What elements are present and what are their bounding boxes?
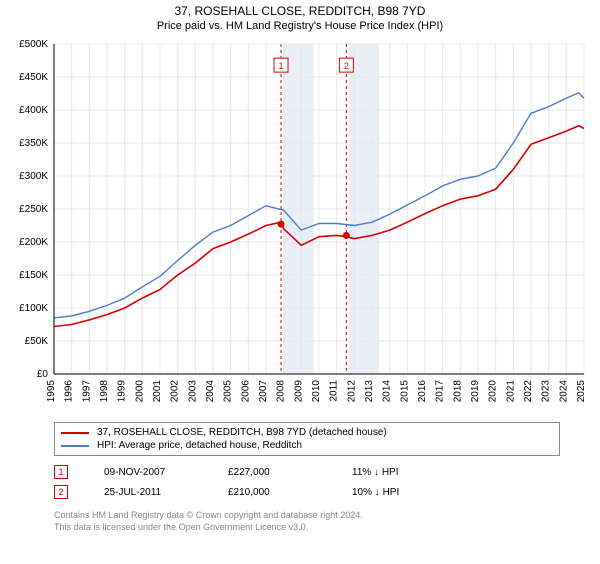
svg-text:2008: 2008 — [276, 380, 287, 403]
svg-text:£400K: £400K — [19, 105, 48, 116]
svg-text:2: 2 — [344, 61, 349, 71]
svg-text:2006: 2006 — [240, 380, 251, 403]
svg-text:£450K: £450K — [19, 72, 48, 83]
svg-text:2024: 2024 — [558, 380, 569, 403]
attribution: Contains HM Land Registry data © Crown c… — [54, 510, 588, 533]
legend-swatch-hpi — [61, 445, 89, 447]
legend-label-hpi: HPI: Average price, detached house, Redd… — [97, 440, 302, 451]
svg-text:1996: 1996 — [64, 380, 75, 403]
marker-delta-1: 11% ↓ HPI — [352, 467, 440, 478]
chart: £0 £50K £100K £150K £200K £250K £300K £350K £400… — [0, 38, 600, 418]
marker-badge-1: 1 — [54, 465, 68, 479]
svg-text:2025: 2025 — [576, 380, 587, 403]
marker-price-1: £227,000 — [228, 467, 316, 478]
title-sub: Price paid vs. HM Land Registry's House … — [0, 20, 600, 32]
svg-text:£300K: £300K — [19, 171, 48, 182]
svg-text:2007: 2007 — [258, 380, 269, 403]
svg-text:1995: 1995 — [46, 380, 57, 403]
marker-delta-2: 10% ↓ HPI — [352, 487, 440, 498]
marker-date-2: 25-JUL-2011 — [104, 487, 192, 498]
legend: 37, ROSEHALL CLOSE, REDDITCH, B98 7YD (d… — [54, 422, 560, 456]
svg-text:1997: 1997 — [81, 380, 92, 403]
svg-text:2018: 2018 — [452, 380, 463, 403]
svg-text:2019: 2019 — [470, 380, 481, 403]
legend-label-property: 37, ROSEHALL CLOSE, REDDITCH, B98 7YD (d… — [97, 427, 387, 438]
svg-text:2003: 2003 — [187, 380, 198, 403]
svg-text:2013: 2013 — [364, 380, 375, 403]
svg-text:1: 1 — [279, 61, 284, 71]
marker-row-2: 2 25-JUL-2011 £210,000 10% ↓ HPI — [54, 482, 600, 502]
svg-text:2022: 2022 — [523, 380, 534, 403]
svg-text:2016: 2016 — [417, 380, 428, 403]
marker-date-1: 09-NOV-2007 — [104, 467, 192, 478]
legend-row-property: 37, ROSEHALL CLOSE, REDDITCH, B98 7YD (d… — [61, 426, 553, 439]
svg-text:2009: 2009 — [293, 380, 304, 403]
svg-text:2020: 2020 — [488, 380, 499, 403]
svg-text:£250K: £250K — [19, 204, 48, 215]
chart-svg: £0 £50K £100K £150K £200K £250K £300K £350K £400… — [0, 38, 600, 418]
marker-row-1: 1 09-NOV-2007 £227,000 11% ↓ HPI — [54, 462, 600, 482]
legend-row-hpi: HPI: Average price, detached house, Redd… — [61, 439, 553, 452]
svg-text:2021: 2021 — [505, 380, 516, 403]
svg-text:£50K: £50K — [25, 336, 49, 347]
svg-text:2001: 2001 — [152, 380, 163, 403]
svg-text:£0: £0 — [37, 369, 49, 380]
svg-text:1999: 1999 — [117, 380, 128, 403]
svg-text:2002: 2002 — [170, 380, 181, 403]
svg-text:2005: 2005 — [223, 380, 234, 403]
svg-text:2012: 2012 — [346, 380, 357, 403]
svg-text:2000: 2000 — [134, 380, 145, 403]
svg-text:£150K: £150K — [19, 270, 48, 281]
svg-text:2014: 2014 — [382, 380, 393, 403]
svg-text:£350K: £350K — [19, 138, 48, 149]
marker-table: 1 09-NOV-2007 £227,000 11% ↓ HPI 2 25-JU… — [54, 462, 600, 502]
attribution-line-1: Contains HM Land Registry data © Crown c… — [54, 510, 588, 522]
svg-text:2023: 2023 — [541, 380, 552, 403]
svg-text:2004: 2004 — [205, 380, 216, 403]
svg-text:2015: 2015 — [399, 380, 410, 403]
marker-price-2: £210,000 — [228, 487, 316, 498]
title-main: 37, ROSEHALL CLOSE, REDDITCH, B98 7YD — [0, 4, 600, 18]
svg-text:2010: 2010 — [311, 380, 322, 403]
svg-text:1998: 1998 — [99, 380, 110, 403]
svg-text:£200K: £200K — [19, 237, 48, 248]
svg-text:£500K: £500K — [19, 39, 48, 50]
marker-badge-2: 2 — [54, 485, 68, 499]
svg-text:2017: 2017 — [435, 380, 446, 403]
legend-swatch-property — [61, 432, 89, 434]
svg-text:£100K: £100K — [19, 303, 48, 314]
svg-text:2011: 2011 — [329, 380, 340, 402]
attribution-line-2: This data is licensed under the Open Gov… — [54, 522, 588, 534]
